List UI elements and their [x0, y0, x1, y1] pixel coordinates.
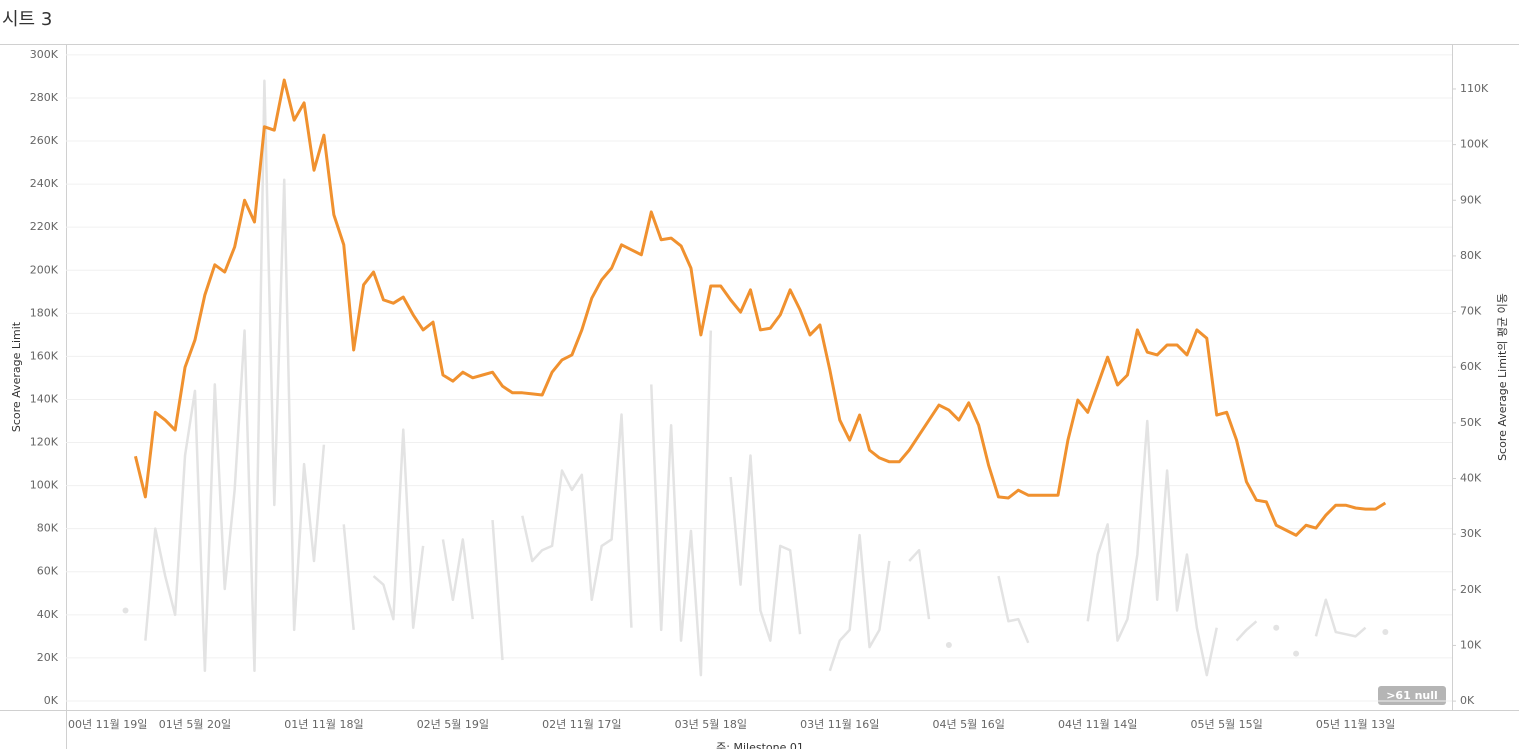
null-badge-label[interactable]: >61 null: [1386, 689, 1438, 702]
y2-tick-label: 90K: [1460, 193, 1482, 206]
series-line: [1086, 419, 1218, 677]
y2-tick-label: 110K: [1460, 82, 1489, 95]
series-line: [144, 79, 326, 673]
x-tick-label: 05년 11월 13일: [1316, 717, 1395, 731]
x-tick-label: 00년 11월 19일: [68, 717, 147, 731]
series-point: [122, 607, 129, 614]
series-line: [1314, 598, 1367, 638]
y2-tick-label: 0K: [1460, 694, 1475, 707]
series-line: [828, 533, 891, 672]
x-tick-label: 01년 11월 18일: [284, 717, 363, 731]
series-line: [729, 454, 802, 642]
y-tick-label: 60K: [37, 565, 59, 578]
y-tick-label: 240K: [30, 177, 59, 190]
y-tick-label: 280K: [30, 91, 59, 104]
y-axis-title: Score Average Limit: [10, 321, 23, 432]
x-tick-label: 02년 11월 17일: [542, 717, 621, 731]
y-tick-label: 120K: [30, 436, 59, 449]
y-tick-label: 200K: [30, 263, 59, 276]
null-badge[interactable]: [1378, 686, 1446, 705]
x-tick-label: 03년 11월 16일: [800, 717, 879, 731]
series-line: [491, 519, 504, 661]
series-point: [1273, 624, 1280, 631]
y-tick-label: 300K: [30, 48, 59, 61]
y-tick-label: 220K: [30, 220, 59, 233]
series-line: [133, 78, 1387, 537]
series-point: [1382, 629, 1389, 636]
y-tick-label: 0K: [44, 694, 59, 707]
y-tick-label: 140K: [30, 392, 59, 405]
series-line: [342, 524, 355, 631]
sheet-title: 시트 3: [2, 9, 52, 30]
series-line: [650, 330, 713, 677]
y2-tick-label: 80K: [1460, 249, 1482, 262]
x-tick-label: 01년 5월 20일: [159, 717, 231, 731]
y2-tick-label: 70K: [1460, 305, 1482, 318]
y2-tick-label: 60K: [1460, 360, 1482, 373]
series-point: [945, 641, 952, 648]
x-tick-label: 05년 5월 15일: [1190, 717, 1262, 731]
y-tick-label: 100K: [30, 479, 59, 492]
y2-tick-label: 10K: [1460, 638, 1482, 651]
y-tick-label: 260K: [30, 134, 59, 147]
x-axis-title: 주: Milestone 01: [716, 741, 804, 749]
y-tick-label: 40K: [37, 608, 59, 621]
y2-tick-label: 30K: [1460, 527, 1482, 540]
x-tick-label: 03년 5월 18일: [675, 717, 747, 731]
y2-axis-title: Score Average Limit의 평균 이동: [1496, 293, 1509, 461]
y-tick-label: 160K: [30, 349, 59, 362]
series-line: [372, 428, 425, 629]
series-line: [1235, 620, 1258, 642]
y-tick-label: 20K: [37, 651, 59, 664]
y2-tick-label: 50K: [1460, 416, 1482, 429]
series-line: [908, 548, 931, 620]
series-line: [997, 575, 1030, 644]
series-line: [521, 413, 633, 628]
y2-tick-label: 100K: [1460, 138, 1489, 151]
y-tick-label: 180K: [30, 306, 59, 319]
y2-tick-label: 40K: [1460, 472, 1482, 485]
series-line: [441, 538, 474, 620]
y-tick-label: 80K: [37, 522, 59, 535]
series-point: [1293, 650, 1300, 657]
y2-tick-label: 20K: [1460, 583, 1482, 596]
x-tick-label: 02년 5월 19일: [417, 717, 489, 731]
x-tick-label: 04년 11월 14일: [1058, 717, 1137, 731]
x-tick-label: 04년 5월 16일: [933, 717, 1005, 731]
